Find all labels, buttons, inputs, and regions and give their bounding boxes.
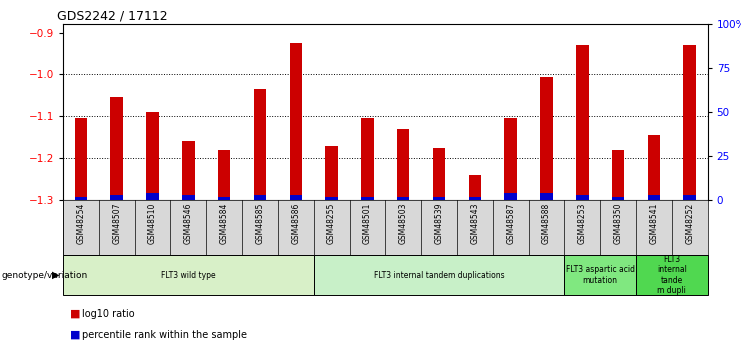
- Bar: [313, 255, 565, 295]
- Text: FLT3 wild type: FLT3 wild type: [161, 270, 216, 280]
- Text: GSM48503: GSM48503: [399, 203, 408, 244]
- Text: GSM48510: GSM48510: [148, 203, 157, 244]
- Bar: [612, 150, 625, 200]
- Text: GSM48585: GSM48585: [256, 203, 265, 244]
- Bar: [218, 150, 230, 200]
- Text: GSM48252: GSM48252: [685, 203, 694, 244]
- Bar: [110, 97, 123, 200]
- Text: FLT3 aspartic acid
mutation: FLT3 aspartic acid mutation: [565, 265, 635, 285]
- Bar: [505, 193, 517, 200]
- Bar: [540, 77, 553, 200]
- Bar: [576, 45, 588, 200]
- Text: GSM48588: GSM48588: [542, 203, 551, 244]
- Text: GSM48539: GSM48539: [434, 203, 444, 244]
- Bar: [636, 255, 708, 295]
- Bar: [576, 195, 588, 200]
- Text: genotype/variation: genotype/variation: [1, 270, 87, 280]
- Text: percentile rank within the sample: percentile rank within the sample: [82, 330, 247, 339]
- Bar: [397, 129, 410, 200]
- Bar: [218, 197, 230, 200]
- Bar: [361, 118, 373, 200]
- Text: GSM48586: GSM48586: [291, 203, 300, 244]
- Bar: [146, 193, 159, 200]
- Bar: [505, 118, 517, 200]
- Bar: [468, 175, 481, 200]
- Text: GSM48543: GSM48543: [471, 203, 479, 244]
- Bar: [290, 195, 302, 200]
- Text: FLT3
internal
tande
m dupli: FLT3 internal tande m dupli: [657, 255, 687, 295]
- Text: GDS2242 / 17112: GDS2242 / 17112: [56, 10, 167, 23]
- Bar: [397, 197, 410, 200]
- Bar: [63, 255, 313, 295]
- Bar: [182, 141, 195, 200]
- Text: GSM48587: GSM48587: [506, 203, 515, 244]
- Text: GSM48507: GSM48507: [112, 203, 122, 244]
- Bar: [648, 135, 660, 200]
- Bar: [110, 195, 123, 200]
- Bar: [540, 193, 553, 200]
- Text: GSM48546: GSM48546: [184, 203, 193, 244]
- Bar: [253, 195, 266, 200]
- Text: GSM48255: GSM48255: [327, 203, 336, 244]
- Bar: [612, 197, 625, 200]
- Bar: [361, 197, 373, 200]
- Text: GSM48253: GSM48253: [578, 203, 587, 244]
- Bar: [75, 118, 87, 200]
- Bar: [75, 197, 87, 200]
- Bar: [253, 89, 266, 200]
- Bar: [683, 45, 696, 200]
- Text: GSM48541: GSM48541: [649, 203, 659, 244]
- Text: GSM48350: GSM48350: [614, 203, 622, 244]
- Bar: [433, 197, 445, 200]
- Bar: [325, 197, 338, 200]
- Bar: [468, 197, 481, 200]
- Text: log10 ratio: log10 ratio: [82, 309, 134, 319]
- Bar: [565, 255, 636, 295]
- Bar: [290, 43, 302, 200]
- Bar: [433, 148, 445, 200]
- Text: GSM48584: GSM48584: [219, 203, 229, 244]
- Bar: [182, 195, 195, 200]
- Text: GSM48254: GSM48254: [76, 203, 85, 244]
- Text: ■: ■: [70, 309, 81, 319]
- Bar: [325, 146, 338, 200]
- Bar: [683, 195, 696, 200]
- Bar: [648, 195, 660, 200]
- Text: ▶: ▶: [52, 270, 59, 280]
- Bar: [146, 112, 159, 200]
- Text: FLT3 internal tandem duplications: FLT3 internal tandem duplications: [373, 270, 505, 280]
- Text: GSM48501: GSM48501: [363, 203, 372, 244]
- Text: ■: ■: [70, 330, 81, 339]
